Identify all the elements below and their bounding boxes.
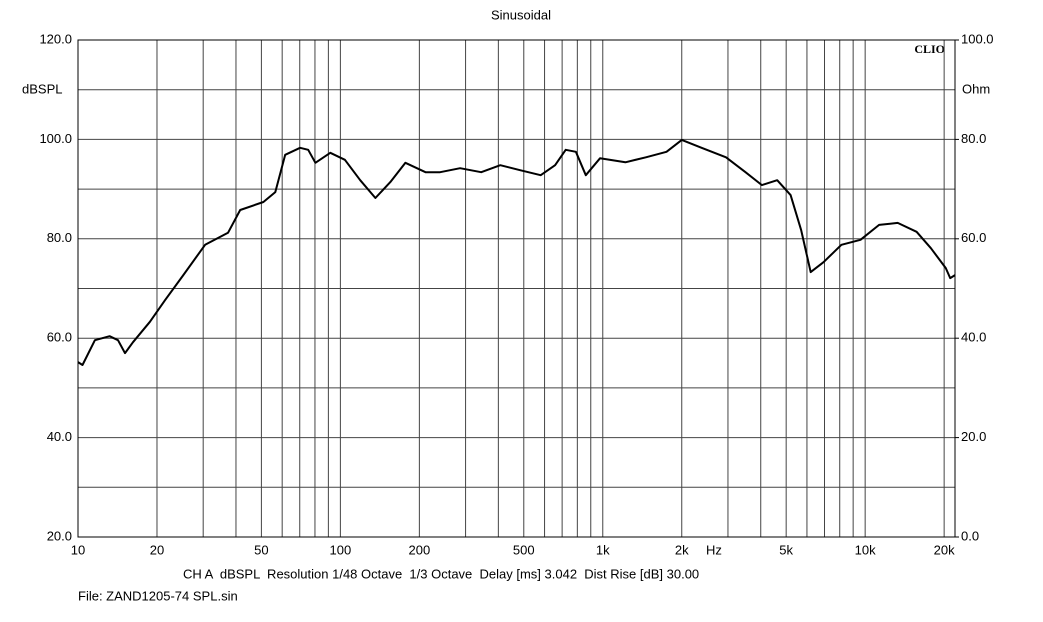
x-tick-label: 200 — [409, 542, 431, 557]
y-tick-label: 120.0 — [39, 31, 72, 46]
x-tick-label: 100 — [330, 542, 352, 557]
y-axis-label: dBSPL — [22, 81, 62, 96]
footer-text: CH A dBSPL Resolution 1/48 Octave 1/3 Oc… — [183, 566, 699, 581]
y2-tick-label: 80.0 — [961, 131, 986, 146]
y-tick-label: 80.0 — [47, 230, 72, 245]
plot-frame — [77, 39, 956, 538]
x-tick-label: 10 — [71, 542, 85, 557]
response-line — [77, 138, 956, 366]
y-tick-label: 20.0 — [47, 528, 72, 543]
x-tick-label: 5k — [779, 542, 793, 557]
x-tick-label: 1k — [596, 542, 610, 557]
x-tick-label: 20k — [934, 542, 955, 557]
y2-tick-label: 20.0 — [961, 429, 986, 444]
y2-tick-label: 100.0 — [961, 31, 994, 46]
x-tick-label: 50 — [254, 542, 268, 557]
x-tick-label: 2k — [675, 542, 689, 557]
logo: CLIO — [914, 42, 945, 56]
chart-title: Sinusoidal — [491, 7, 551, 22]
y2-tick-label: 60.0 — [961, 230, 986, 245]
y-tick-label: 40.0 — [47, 429, 72, 444]
x-tick-label: 10k — [855, 542, 876, 557]
y2-axis-label: Ohm — [962, 81, 990, 96]
x-tick-label: 500 — [513, 542, 535, 557]
y-tick-label: 60.0 — [47, 330, 72, 345]
file-label: File: ZAND1205-74 SPL.sin — [78, 588, 238, 603]
x-unit-label: Hz — [706, 542, 722, 557]
y-tick-label: 100.0 — [39, 131, 72, 146]
x-tick-label: 20 — [150, 542, 164, 557]
y2-tick-label: 40.0 — [961, 330, 986, 345]
y2-tick-label: 0.0 — [961, 528, 979, 543]
